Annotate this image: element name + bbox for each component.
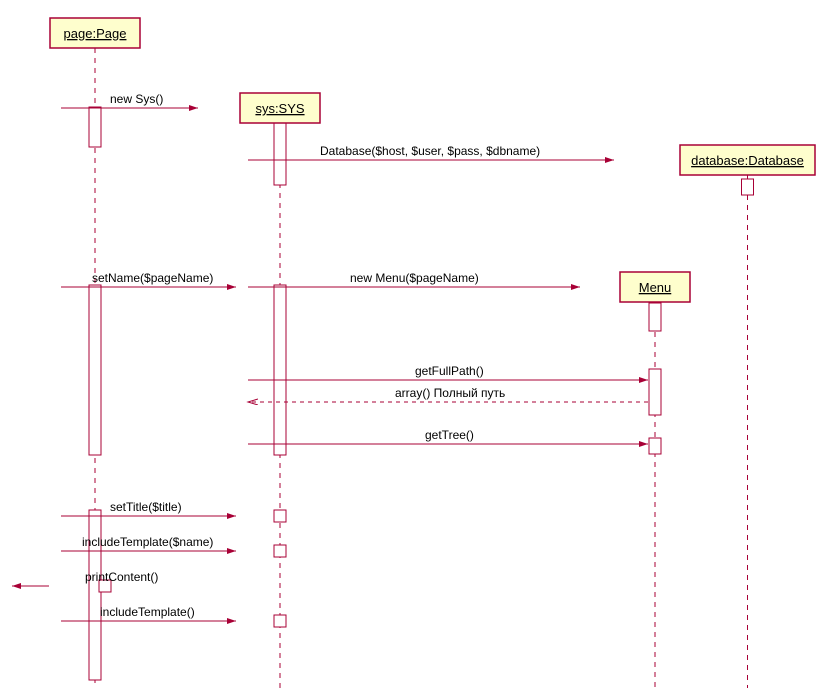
participant-label-sys: sys:SYS (255, 101, 304, 116)
message-label: printContent() (85, 570, 158, 584)
message-label: includeTemplate($name) (82, 535, 213, 549)
activation (274, 510, 286, 522)
message-label: setName($pageName) (92, 271, 213, 285)
activation (649, 438, 661, 454)
activation (649, 369, 661, 415)
activation (274, 545, 286, 557)
message-label: array() Полный путь (395, 386, 505, 400)
participant-label-page: page:Page (64, 26, 127, 41)
activation (649, 303, 661, 331)
activation (89, 285, 101, 455)
message-label: getTree() (425, 428, 474, 442)
message-label: new Menu($pageName) (350, 271, 479, 285)
message-label: includeTemplate() (100, 605, 195, 619)
activation (742, 179, 754, 195)
message-label: getFullPath() (415, 364, 484, 378)
sequence-diagram: new Sys() Database($host, $user, $pass, $… (0, 0, 817, 688)
activation (89, 107, 101, 147)
activation (274, 120, 286, 185)
message-label: new Sys() (110, 92, 163, 106)
message-label: setTitle($title) (110, 500, 182, 514)
activation (274, 285, 286, 455)
message-label: Database($host, $user, $pass, $dbname) (320, 144, 540, 158)
participant-label-menu: Menu (639, 280, 672, 295)
activation (274, 615, 286, 627)
participant-label-database: database:Database (691, 153, 804, 168)
